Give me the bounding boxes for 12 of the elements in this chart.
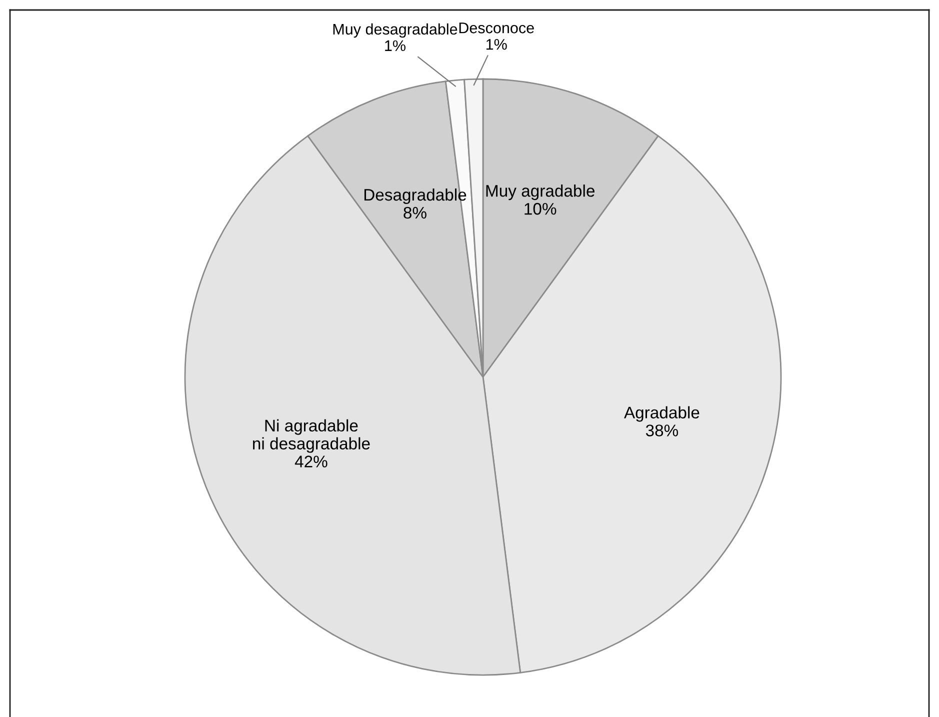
slice-label: Ni agradable ni desagradable [253,419,370,453]
data-label: 42% [294,456,328,468]
data-label: 8% [404,206,426,219]
data-label: 38% [646,424,678,436]
slice-label: Muy agradable [486,184,594,200]
slice-label: Agradable [624,406,700,422]
slice-label: Desconoce [459,22,534,34]
data-label: 1% [385,40,406,52]
data-label: 10% [524,202,556,215]
slice-label: Muy desagradable [333,23,458,38]
slice-label: Desagradable [364,188,466,204]
data-label: 1% [486,39,507,50]
